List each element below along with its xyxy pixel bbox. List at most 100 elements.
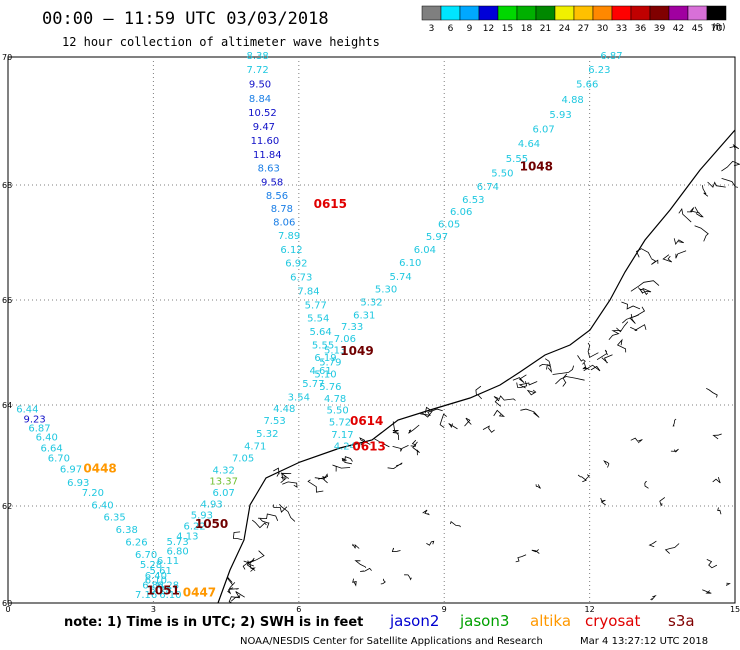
fjord-line (410, 439, 417, 447)
wave-height-value: 4.24 (334, 441, 356, 452)
colorbar-swatch (535, 5, 556, 21)
fjord-line (577, 355, 586, 365)
colorbar-unit: (ft) (712, 23, 726, 33)
lake-outline (577, 474, 587, 483)
wave-height-value: 5.72 (329, 418, 351, 429)
lake-outline (450, 521, 461, 528)
wave-height-value: 11.84 (253, 150, 282, 161)
longitude-label: 6 (296, 605, 301, 614)
fjord-line (282, 481, 298, 488)
lake-outline (648, 540, 657, 548)
lake-outline (706, 387, 718, 398)
colorbar-tick-label: 70 (711, 24, 723, 34)
fjord-line (307, 479, 324, 493)
fjord-line (259, 518, 270, 529)
fjord-line (475, 385, 482, 400)
lake-outline (531, 549, 540, 554)
fjord-line (601, 354, 613, 364)
fjord-line (635, 248, 652, 259)
lake-outline (644, 481, 649, 489)
wave-height-value: 6.40 (36, 432, 58, 443)
wave-height-value: 5.50 (491, 169, 513, 180)
lake-outline (717, 507, 722, 515)
pass-time-label: 1048 (520, 159, 553, 173)
wave-height-value: 6.40 (145, 571, 167, 582)
longitude-label: 15 (730, 605, 740, 614)
lake-outline (422, 509, 430, 516)
colorbar-swatch (440, 5, 461, 21)
fjord-line (314, 476, 327, 480)
wave-height-value: 3.54 (288, 392, 310, 403)
fjord-line (482, 425, 495, 433)
fjord-line (520, 408, 540, 418)
footer-note: note: 1) Time is in UTC; 2) SWH is in fe… (64, 615, 363, 630)
colorbar-tick-label: 9 (467, 24, 473, 34)
colorbar-tick-label: 3 (429, 24, 435, 34)
pass-time-label: 1049 (340, 344, 373, 358)
fjord-line (232, 531, 243, 541)
lake-outline (664, 543, 680, 554)
wave-height-value: 5.66 (576, 80, 598, 91)
colorbar-swatch (554, 5, 575, 21)
colorbar-tick-label: 24 (559, 24, 571, 34)
wave-height-value: 8.63 (258, 164, 280, 175)
wave-height-value: 7.20 (82, 488, 104, 499)
wave-height-value: 7.53 (263, 416, 285, 427)
fjord-line (227, 588, 239, 595)
lake-outline (659, 497, 666, 507)
wave-height-value: 7.05 (232, 454, 254, 465)
satellite-legend: jason2 jason3 altika cryosat s3a (389, 612, 695, 630)
fjord-line (538, 358, 551, 367)
fjord-line (387, 462, 403, 470)
fjord-line (448, 423, 458, 430)
pass-time-label: 0614 (350, 414, 383, 428)
satellite-legend-item: jason2 (389, 612, 439, 630)
wave-height-value: 6.40 (91, 500, 113, 511)
fjord-line (687, 207, 700, 214)
fjord-line (227, 582, 236, 593)
colorbar-tick-label: 42 (673, 24, 684, 34)
fjord-line (582, 362, 590, 370)
fjord-line (702, 185, 709, 197)
wave-height-value: 5.50 (326, 406, 348, 417)
wave-height-value: 6.05 (438, 220, 460, 231)
latitude-label: 64 (2, 401, 12, 410)
fjord-line (344, 456, 353, 465)
wave-height-colorbar: 3 6 9 12 15 18 21 24 27 30 33 36 39 42 45 70 (421, 5, 727, 34)
fjord-line (493, 409, 505, 417)
fjord-line (392, 445, 409, 452)
fjord-line (412, 441, 420, 456)
fjord-line (721, 178, 739, 188)
lake-outline (584, 474, 591, 481)
wave-height-value: 8.78 (271, 204, 293, 215)
wave-height-value: 5.13 (324, 346, 346, 357)
wave-height-value: 6.04 (414, 245, 436, 256)
lake-outline (352, 578, 357, 587)
lake-outline (391, 547, 401, 553)
fjord-line (516, 381, 528, 389)
colorbar-tick-label: 36 (635, 24, 647, 34)
fjord-line (555, 376, 585, 385)
fjord-line (280, 472, 292, 484)
fjord-line (596, 349, 609, 361)
fjord-line (228, 595, 241, 603)
wave-height-value: 5.61 (150, 566, 172, 577)
wave-height-value: 6.93 (67, 478, 89, 489)
fjord-line (374, 438, 390, 448)
axis-labels: 70 68 66 64 62 600 3 6 9 12 15 (2, 53, 740, 614)
lake-outline (404, 574, 412, 581)
fjord-line (512, 374, 527, 384)
wave-height-value: 5.76 (319, 382, 341, 393)
longitude-label: 9 (442, 605, 447, 614)
colorbar-swatch (668, 5, 689, 21)
wave-height-value: 5.64 (309, 327, 331, 338)
wave-height-value: 10.52 (248, 108, 277, 119)
pass-time-label: 0447 (183, 586, 216, 600)
wave-height-value: 6.38 (116, 525, 138, 536)
fjord-line (546, 364, 553, 373)
fjord-line (583, 364, 601, 372)
wave-height-value: 4.13 (176, 531, 198, 542)
wave-height-value: 6.53 (462, 195, 484, 206)
fjord-line (341, 457, 347, 462)
wave-height-value: 4.71 (244, 441, 266, 452)
